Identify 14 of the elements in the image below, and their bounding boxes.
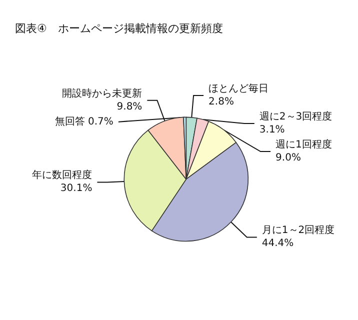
data-label: 30.1% (60, 183, 92, 194)
slice-label: 週に1回程度 (276, 138, 332, 151)
slice-label: 無回答 0.7% (54, 115, 114, 128)
chart-title: 図表④ ホームページ掲載情報の更新頻度 (15, 22, 223, 35)
data-label: 9.8% (116, 101, 142, 112)
data-label: 3.1% (259, 124, 285, 136)
data-label: 44.4% (262, 238, 294, 250)
slice-label: 週に2～3回程度 (259, 110, 332, 123)
data-label: 2.8% (208, 96, 234, 108)
slice-label: 年に数回程度 (32, 169, 92, 182)
slice-label: 月に1～2回程度 (262, 224, 335, 236)
slice-label: ほとんど毎日 (208, 82, 269, 95)
data-label: 9.0% (276, 152, 301, 164)
slice-label: 開設時から未更新 (62, 87, 142, 100)
